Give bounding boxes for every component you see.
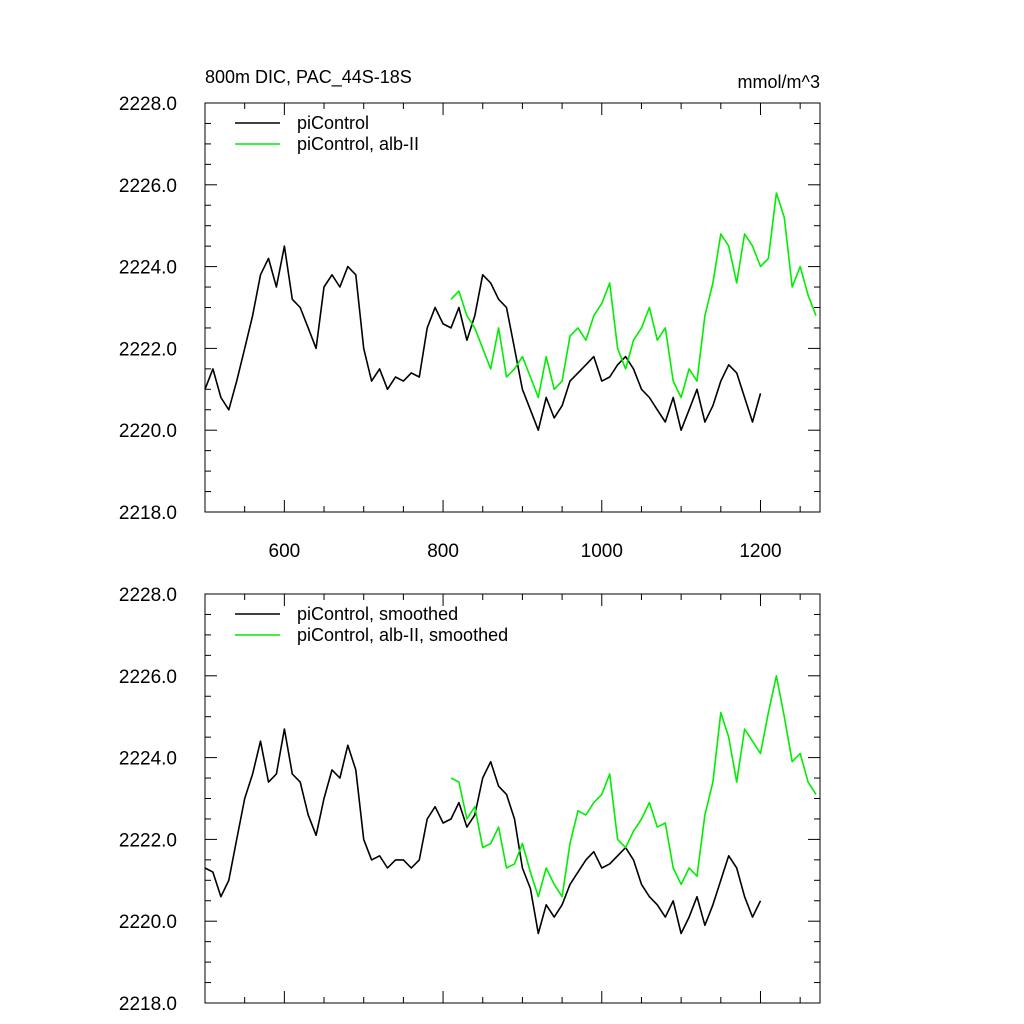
panel-2-series-line-1 <box>204 728 762 935</box>
panel-1-y-tick-label: 2222.0 <box>119 339 177 360</box>
panel-2-legend-label-1: piControl, smoothed <box>297 604 458 624</box>
panel-1-chart-title: 800m DIC, PAC_44S-18S <box>205 67 412 88</box>
panel-1-units-label: mmol/m^3 <box>738 72 820 92</box>
panel-1-series-line-1 <box>204 245 762 432</box>
panel-1-x-tick-label: 600 <box>269 541 301 562</box>
panel-1-x-tick-label: 1000 <box>581 541 623 562</box>
panel-1-plot-frame <box>204 102 821 513</box>
panel-1-legend-label-2: piControl, alb-II <box>297 134 419 154</box>
panel-2-y-tick-label: 2224.0 <box>119 749 177 770</box>
panel-1-y-tick-label: 2220.0 <box>119 421 177 442</box>
panel-2-y-tick-label: 2220.0 <box>119 912 177 933</box>
panel-1-y-tick-label: 2226.0 <box>119 176 177 197</box>
panel-1-series-line-2 <box>450 192 817 399</box>
panel-1-x-tick-label: 1200 <box>739 541 781 562</box>
panel-1-y-tick-label: 2224.0 <box>119 258 177 279</box>
panel-2-plot-frame <box>204 593 821 1004</box>
panel-1-y-tick-label: 2228.0 <box>119 94 177 115</box>
panel-2-series-line-2 <box>450 674 817 898</box>
panel-2-y-tick-label: 2218.0 <box>119 994 177 1015</box>
panel-2-legend-label-2: piControl, alb-II, smoothed <box>297 625 508 645</box>
panel-2-y-tick-label: 2228.0 <box>119 585 177 606</box>
panel-2-y-tick-label: 2222.0 <box>119 830 177 851</box>
panel-1-x-tick-label: 800 <box>427 541 459 562</box>
panel-2-y-tick-label: 2226.0 <box>119 667 177 688</box>
panel-1-y-tick-label: 2218.0 <box>119 503 177 524</box>
panel-1-legend-label-1: piControl <box>297 113 369 133</box>
